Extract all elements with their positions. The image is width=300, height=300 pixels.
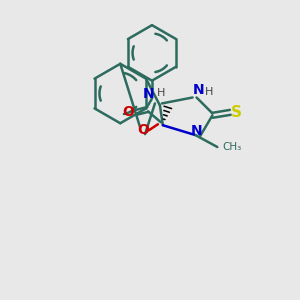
Text: O: O <box>137 123 149 137</box>
Text: N: N <box>143 86 155 100</box>
Text: N: N <box>193 82 204 97</box>
Text: H: H <box>205 86 214 97</box>
Text: S: S <box>231 105 242 120</box>
Text: CH₃: CH₃ <box>222 142 242 152</box>
Text: N: N <box>191 124 203 138</box>
Text: H: H <box>157 88 165 98</box>
Text: O: O <box>122 105 134 119</box>
